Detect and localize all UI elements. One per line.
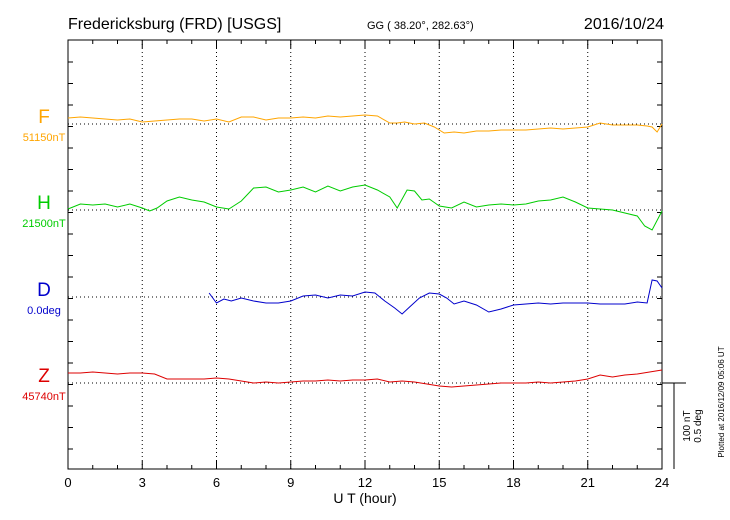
series-line-h xyxy=(67,184,663,231)
series-name-f: F xyxy=(38,107,50,128)
series-name-z: Z xyxy=(38,366,50,387)
series-baseline-label-z: 45740nT xyxy=(22,391,66,403)
x-tick-labels: 0 3 6 9 12 15 18 21 24 xyxy=(64,475,669,490)
scale-label-nt: 100 nT xyxy=(682,410,693,441)
axis-ticks xyxy=(67,40,663,469)
chart-date: 2016/10/24 xyxy=(584,16,664,33)
scale-bar: 100 nT 0.5 deg xyxy=(662,382,704,469)
series-name-h: H xyxy=(37,193,51,214)
x-tick-label: 0 xyxy=(64,475,71,490)
x-tick-label: 9 xyxy=(287,475,294,490)
series-line-f xyxy=(67,114,663,134)
series-labels: F 51150nT H 21500nT D 0.0deg Z 45740nT xyxy=(22,107,66,403)
scale-label-deg: 0.5 deg xyxy=(693,409,704,442)
series-baseline-label-d: 0.0deg xyxy=(27,305,61,317)
plotted-timestamp: Plotted at 2016/12/09 05:06 UT xyxy=(717,346,726,457)
x-tick-label: 21 xyxy=(581,475,595,490)
station-coordinates: GG ( 38.20°, 282.63°) xyxy=(367,20,474,32)
x-tick-label: 3 xyxy=(139,475,146,490)
grid-lines xyxy=(141,40,589,469)
series-name-d: D xyxy=(37,280,51,301)
x-tick-label: 12 xyxy=(358,475,372,490)
x-tick-label: 18 xyxy=(506,475,520,490)
series-line-d xyxy=(208,279,663,315)
x-tick-label: 24 xyxy=(655,475,669,490)
x-axis-label: U T (hour) xyxy=(333,490,396,506)
x-tick-label: 15 xyxy=(432,475,446,490)
series-baseline-label-f: 51150nT xyxy=(23,132,66,144)
series-line-z xyxy=(68,369,663,388)
series-baselines xyxy=(68,123,662,384)
x-tick-label: 6 xyxy=(213,475,220,490)
series-baseline-label-h: 21500nT xyxy=(22,218,66,230)
chart-title: Fredericksburg (FRD) [USGS] xyxy=(68,16,281,33)
series-lines xyxy=(67,114,663,388)
